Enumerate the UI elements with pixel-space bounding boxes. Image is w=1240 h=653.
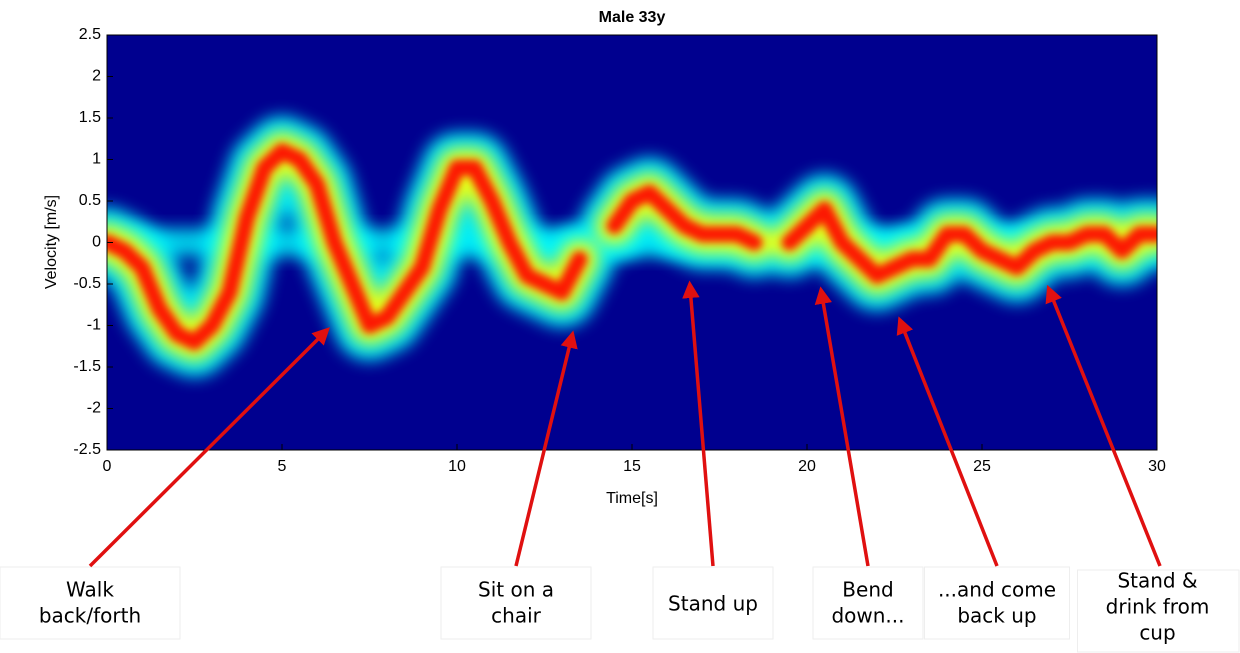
x-tick-label: 10 [448,458,466,475]
annotation-arrow [814,286,870,567]
y-tick-label: -0.5 [73,275,101,292]
y-tick-label: 0.5 [79,192,101,209]
y-tick-label: -2.5 [73,441,101,458]
annotation-arrow [896,316,999,567]
annotation-text: Stand & [1117,569,1197,593]
annotation-box [924,566,1070,640]
annotation-text: back up [957,604,1036,628]
plot-area [107,35,1157,450]
annotation-box [812,566,924,640]
annotation-arrow [1045,284,1162,567]
annotation-box [440,566,592,640]
annotation-text: ...and come [938,578,1056,602]
x-tick-label: 15 [623,458,641,475]
annotation-text: Bend [842,578,893,602]
y-tick-label: 0 [92,234,101,251]
y-tick-label: 2.5 [79,26,101,43]
y-tick-label: 1 [92,151,101,168]
annotation-text: chair [491,604,541,628]
chart-title: Male 33y [599,9,666,26]
y-tick-label: 1.5 [79,109,101,126]
annotation-text: Sit on a [478,578,554,602]
annotation-arrow [514,330,578,567]
y-tick-label: -1 [87,317,101,334]
annotation-arrow [682,280,715,567]
y-axis-label: Velocity [m/s] [43,195,60,289]
x-tick-label: 25 [973,458,991,475]
annotation-text: drink from [1106,595,1210,619]
x-axis-label: Time[s] [606,490,658,507]
annotation-box [1077,569,1240,653]
annotation-text: Stand up [668,592,758,616]
y-tick-label: 2 [92,68,101,85]
annotation-text: back/forth [39,604,141,628]
velocity-ridge [107,143,1157,351]
annotation-arrow [88,327,330,568]
annotation-box [652,566,774,640]
axes: 0 5 10 15 20 25 30 -2.5 -2 -1.5 -1 -0.5 0 0.5 1 1.5 2 2.5 [73,26,1166,475]
x-tick-label: 0 [103,458,112,475]
x-tick-label: 5 [278,458,287,475]
y-tick-label: -1.5 [73,358,101,375]
y-tick-label: -2 [87,400,101,417]
annotation-text: cup [1139,621,1175,645]
x-tick-label: 30 [1148,458,1166,475]
annotation-box [0,566,181,640]
annotation-text: down... [831,604,904,628]
annotation-text: Walk [66,578,114,602]
x-tick-label: 20 [798,458,816,475]
